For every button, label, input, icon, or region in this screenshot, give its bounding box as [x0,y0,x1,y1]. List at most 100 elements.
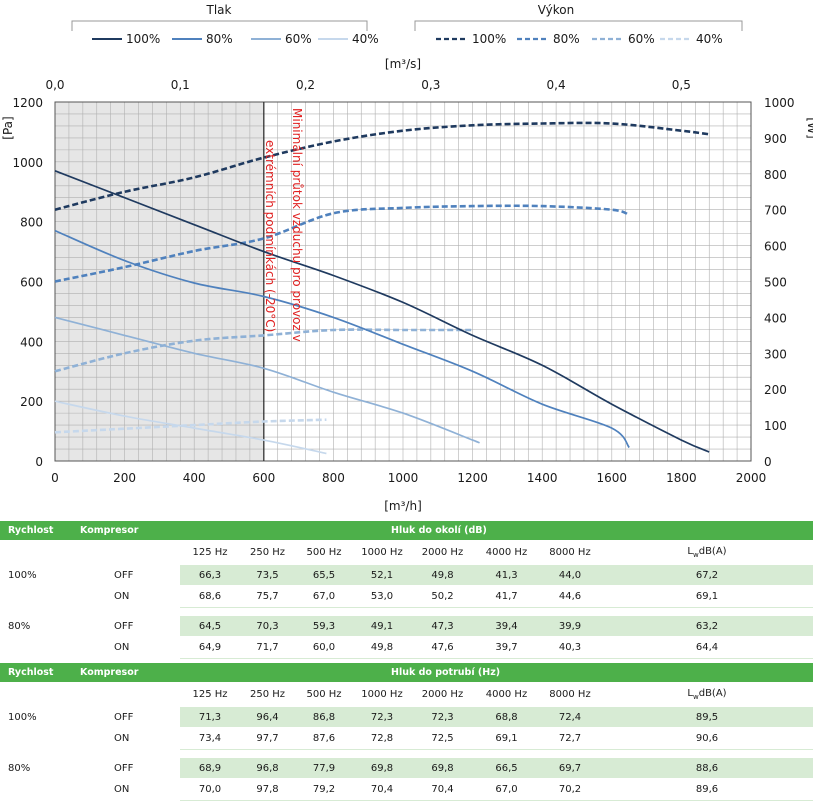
value-cell: 70,4 [353,778,411,801]
frequency-label: 2000 Hz [421,547,464,558]
table-row: 100% OFF 66,3 73,5 65,5 52,1 49,8 41,3 44,0 67,2 [0,565,813,585]
table-row: 100% OFF 71,3 96,4 86,8 72,3 72,3 68,8 72,4 89,5 [0,707,813,727]
speed-cell: 80% [8,762,31,774]
compressor-cell: OFF [114,711,134,723]
value-cell: 52,1 [353,565,411,585]
value-cell: 44,6 [539,585,601,608]
value-cell: 71,3 [180,707,240,727]
x2-tick-label: 0,2 [296,78,315,92]
lw-value-cell: 90,6 [601,727,813,750]
noise-duct-table: Rychlost Kompresor Hluk do potrubí (Hz) … [0,663,813,801]
legend-power-label: 60% [628,32,655,46]
value-cell: 77,9 [295,758,353,778]
spacer-cell [0,750,813,759]
y-right-tick-label: 0 [764,455,772,469]
x-tick-label: 1800 [666,471,697,485]
value-cell: 67,0 [295,585,353,608]
value-cell: 72,5 [411,727,474,750]
frequency-label: 2000 Hz [421,689,464,700]
value-cell: 69,1 [474,727,539,750]
value-cell: 75,7 [240,585,295,608]
y-right-tick-label: 600 [764,240,787,254]
header-title: Hluk do okolí (dB) [180,521,813,540]
blank-cell [0,540,180,565]
value-cell: 72,4 [539,707,601,727]
noise-surroundings-table: Rychlost Kompresor Hluk do okolí (dB) 12… [0,521,813,659]
y-right-tick-label: 1000 [764,96,795,110]
lw-value-cell: 64,4 [601,636,813,659]
lw-label: LwdB(A) [687,688,727,701]
value-cell: 69,7 [539,758,601,778]
frequency-label: 125 Hz [192,689,228,700]
value-cell: 60,0 [295,636,353,659]
compressor-cell: OFF [114,569,134,581]
y-right-axis-label: [W] [805,117,813,138]
frequency-label: 1000 Hz [361,689,403,700]
power-series-80pct [54,204,630,283]
header-title: Hluk do potrubí (Hz) [180,663,813,682]
x-tick-label: 1400 [527,471,558,485]
speed-cell [0,778,80,801]
legend-pressure-label: 40% [352,32,379,46]
value-cell: 40,3 [539,636,601,659]
value-cell: 96,8 [240,758,295,778]
lw-value-cell: 89,6 [601,778,813,801]
value-cell: 73,4 [180,727,240,750]
value-cell: 53,0 [353,585,411,608]
pressure-series-40pct [54,400,327,455]
table-row: 80% OFF 64,5 70,3 59,3 49,1 47,3 39,4 39,9 63,2 [0,616,813,636]
legend-power-label: 100% [472,32,506,46]
value-cell: 97,7 [240,727,295,750]
legend-pressure-bracket [71,20,368,31]
y-left-tick-label: 800 [20,216,43,230]
value-cell: 73,5 [240,565,295,585]
lw-value-cell: 67,2 [601,565,813,585]
speed-cell: 100% [8,711,37,723]
y-right-tick-label: 900 [764,132,787,146]
speed-cell [0,636,80,659]
value-cell: 39,7 [474,636,539,659]
compressor-cell: ON [114,590,130,602]
y-left-tick-label: 1000 [12,156,43,170]
value-cell: 49,1 [353,616,411,636]
value-cell: 39,9 [539,616,601,636]
value-cell: 64,9 [180,636,240,659]
frequency-header-row: 125 Hz 250 Hz 500 Hz 1000 Hz 2000 Hz 4000 Hz 8… [0,540,813,565]
x2-tick-label: 0,4 [547,78,566,92]
x2-tick-label: 0,1 [171,78,190,92]
x-axis-label: [m³/h] [384,499,422,513]
x2-axis-label: [m³/s] [385,57,421,71]
spacer-row [0,608,813,617]
table-header: Rychlost Kompresor Hluk do okolí (dB) [0,521,813,540]
value-cell: 97,8 [240,778,295,801]
value-cell: 44,0 [539,565,601,585]
value-cell: 69,8 [353,758,411,778]
power-series-60pct [54,328,473,373]
y-right-tick-label: 400 [764,311,787,325]
value-cell: 70,3 [240,616,295,636]
y-left-axis-label: [Pa] [1,116,15,139]
compressor-cell: ON [114,732,130,744]
annotation-line-2: extrémních podmínkách (-20°C) [263,140,277,332]
table-row: ON 73,4 97,7 87,6 72,8 72,5 69,1 72,7 90,6 [0,727,813,750]
legend-power-label: 40% [696,32,723,46]
pressure-series-60pct [54,316,480,444]
value-cell: 71,7 [240,636,295,659]
value-cell: 86,8 [295,707,353,727]
compressor-cell: OFF [114,620,134,632]
x-tick-label: 1200 [457,471,488,485]
value-cell: 72,8 [353,727,411,750]
value-cell: 87,6 [295,727,353,750]
value-cell: 68,9 [180,758,240,778]
frequency-label: 250 Hz [249,689,286,700]
x-tick-label: 200 [113,471,136,485]
value-cell: 68,6 [180,585,240,608]
speed-cell [0,727,80,750]
x2-tick-label: 0,3 [421,78,440,92]
value-cell: 72,7 [539,727,601,750]
value-cell: 70,2 [539,778,601,801]
x-tick-label: 400 [183,471,206,485]
value-cell: 96,4 [240,707,295,727]
y-left-tick-label: 1200 [12,96,43,110]
header-compressor: Kompresor [80,663,180,682]
